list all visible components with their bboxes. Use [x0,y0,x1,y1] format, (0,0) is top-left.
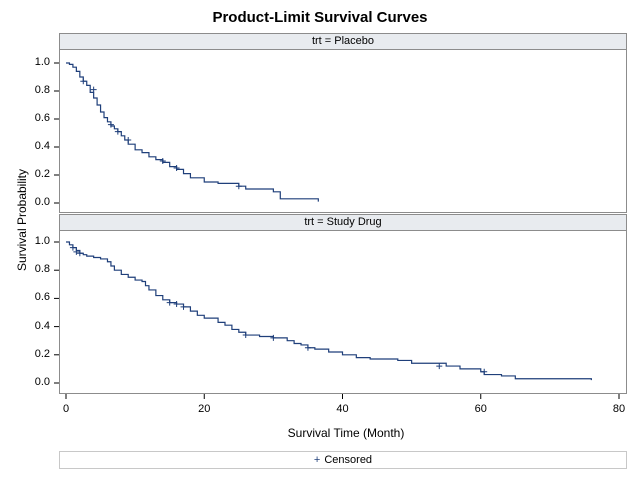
censored-marker [69,244,76,251]
censored-marker [159,158,166,164]
panel-label-study-drug: trt = Study Drug [59,214,627,231]
censored-marker-icon: + [313,454,321,466]
censored-marker [242,332,249,339]
censored-marker [125,137,132,143]
censored-marker [235,183,242,190]
survival-curve-study-drug [66,241,592,381]
censored-marker [173,165,180,171]
censored-marker [73,248,80,255]
x-tick-label: 80 [612,403,626,415]
censored-marker [80,78,87,85]
y-tick-label: 0.0 [34,376,50,388]
y-tick-label: 0.8 [34,263,50,276]
x-tick-label: 0 [62,403,70,415]
censored-marker [173,301,180,308]
censored-marker [304,344,311,351]
y-tick-label: 0.6 [34,291,50,304]
censored-marker [436,363,443,370]
y-tick-label: 0.2 [34,168,50,180]
legend: + Censored [59,451,627,469]
censored-marker [270,334,277,341]
y-tick-label: 0.6 [34,112,50,124]
y-tick-label: 0.8 [34,84,50,96]
x-axis-label: Survival Time (Month) [287,426,405,440]
survival-curve-placebo [66,62,319,202]
censored-marker [114,128,121,135]
y-tick-label: 0.4 [34,319,50,332]
y-tick-label: 1.0 [34,235,50,247]
y-tick-label: 0.0 [34,196,50,208]
censored-marker [90,86,97,93]
censored-marker [166,299,173,306]
x-tick-label: 40 [336,403,349,415]
y-tick-label: 1.0 [34,56,50,68]
x-tick-label: 20 [198,403,211,415]
chart-title: Product-Limit Survival Curves [212,9,428,26]
censored-marker [107,121,114,128]
y-tick-label: 0.4 [34,140,50,152]
panel-label-placebo: trt = Placebo [59,33,627,50]
legend-label-censored: Censored [324,454,373,466]
censored-marker [76,250,83,257]
censored-marker [180,303,187,310]
y-tick-label: 0.2 [34,347,50,360]
censored-marker [481,368,488,375]
x-tick-label: 60 [474,403,487,415]
